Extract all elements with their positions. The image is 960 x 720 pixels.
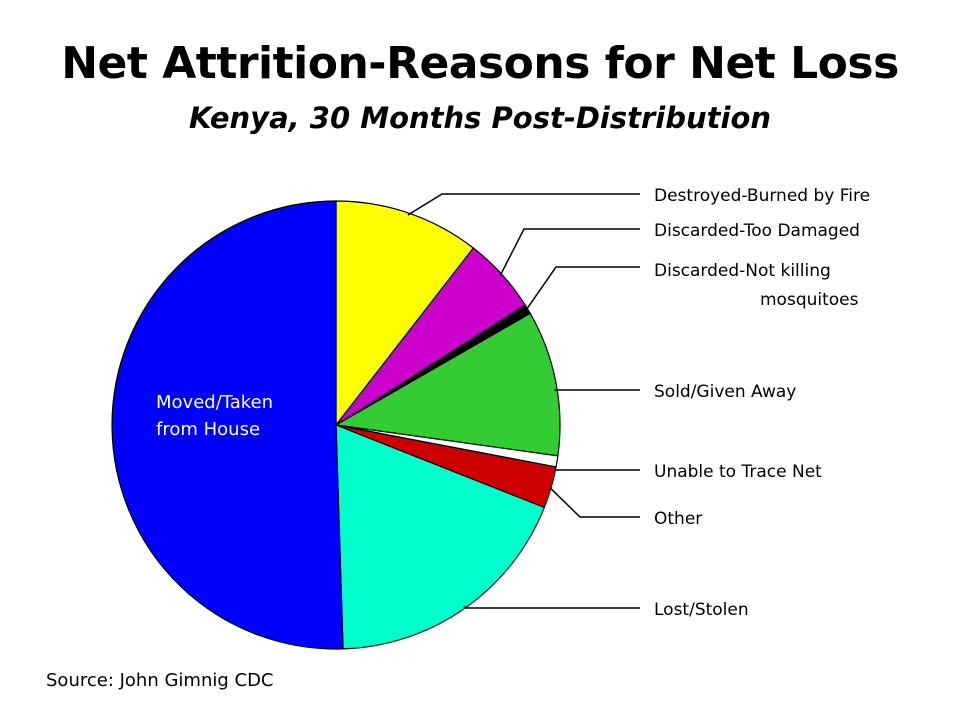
slice-label-lost-stolen: Lost/Stolen <box>654 600 749 620</box>
leader-line-destroyed-burned-by-fire <box>407 193 640 216</box>
pie-slices <box>111 200 561 650</box>
pie-slice-moved-taken-from-house <box>111 200 344 650</box>
leader-line-discarded-too-damaged <box>499 228 640 276</box>
slice-label-discarded-too-damaged: Discarded-Too Damaged <box>654 221 860 241</box>
slice-label-other: Other <box>654 509 702 529</box>
slice-label-discarded-not-killing-mosquitoes-line2: mosquitoes <box>760 290 859 310</box>
slice-label-discarded-not-killing-mosquitoes: Discarded-Not killing <box>654 261 831 281</box>
chart-title: Net Attrition-Reasons for Net Loss <box>61 38 899 89</box>
slice-label-unable-to-trace-net: Unable to Trace Net <box>654 462 822 482</box>
leader-lines <box>407 193 640 609</box>
slice-label-destroyed-burned-by-fire: Destroyed-Burned by Fire <box>654 186 870 206</box>
chart-subtitle: Kenya, 30 Months Post-Distribution <box>188 101 772 135</box>
slice-label-moved-taken-from-house-line2: from House <box>156 419 260 440</box>
slice-label-moved-taken-from-house: Moved/Taken <box>156 392 273 413</box>
leader-line-lost-stolen <box>463 605 640 609</box>
pie-slice-sold-given-away <box>334 312 561 457</box>
pie-slice-lost-stolen <box>335 424 546 650</box>
pie-slice-destroyed-burned-by-fire <box>335 200 475 427</box>
leader-line-discarded-not-killing-mosquitoes <box>525 266 640 311</box>
source-note: Source: John Gimnig CDC <box>46 670 274 691</box>
leader-line-other <box>548 486 640 518</box>
slice-label-sold-given-away: Sold/Given Away <box>654 382 796 402</box>
slice-labels: Destroyed-Burned by Fire Discarded-Too Da… <box>156 186 870 620</box>
